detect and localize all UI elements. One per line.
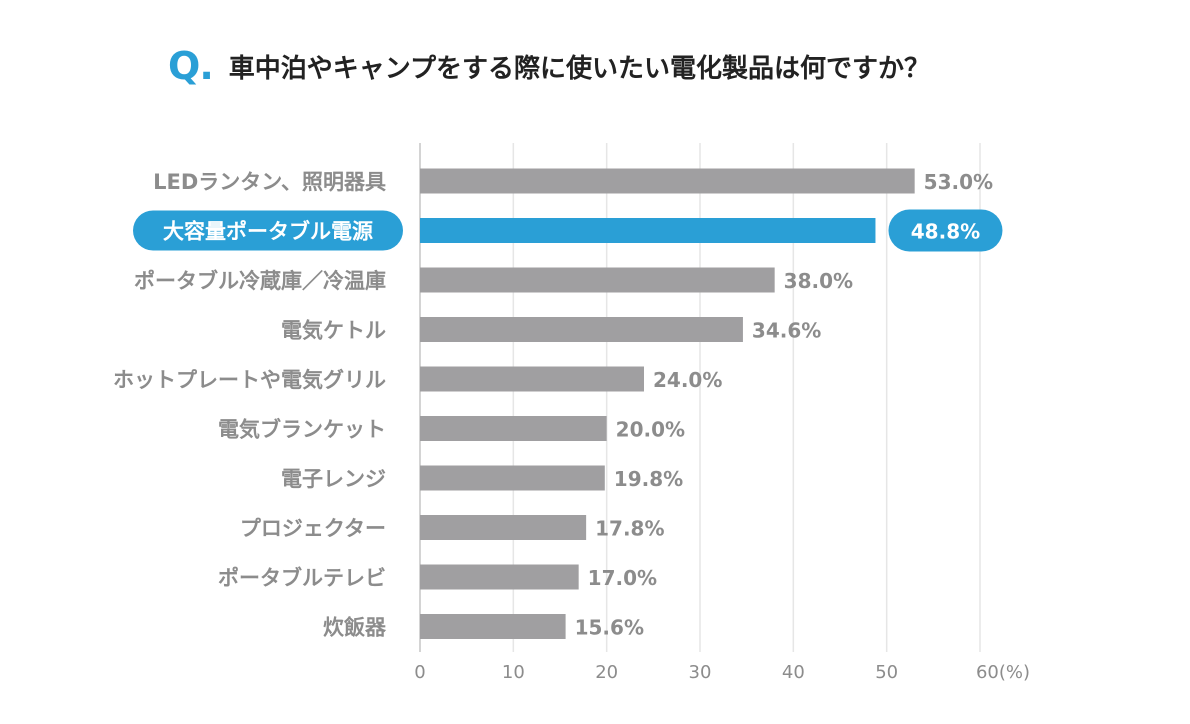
value-label: 15.6% (575, 616, 644, 640)
x-tick-label: 50 (875, 662, 898, 683)
bar (420, 317, 743, 342)
category-label: LEDランタン、照明器具 (153, 170, 386, 194)
category-label: 大容量ポータブル電源 (163, 220, 373, 244)
question-title: 車中泊やキャンプをする際に使いたい電化製品は何ですか？ (228, 53, 930, 84)
bar (420, 416, 607, 441)
value-label: 17.0% (588, 566, 657, 590)
bar (420, 366, 644, 392)
category-label: ポータブルテレビ (218, 566, 386, 590)
x-tick-label: 0 (414, 662, 425, 683)
category-label: ポータブル冷蔵庫／冷温庫 (134, 269, 386, 293)
bar (420, 564, 579, 590)
x-tick-label: 40 (782, 662, 805, 683)
category-label: ホットプレートや電気グリル (113, 368, 386, 392)
bar (420, 465, 605, 491)
highlight-value-pill (888, 209, 1003, 252)
bar (420, 267, 775, 293)
bar (420, 168, 915, 194)
x-tick-label: 20 (595, 662, 618, 683)
question-header: Q. 車中泊やキャンプをする際に使いたい電化製品は何ですか？ (168, 42, 930, 90)
x-tick-label: 10 (502, 662, 525, 683)
value-label: 53.0% (924, 170, 993, 194)
question-mark-badge: Q. (168, 44, 214, 88)
value-label: 34.6% (752, 319, 821, 343)
value-label: 20.0% (616, 418, 685, 442)
value-label: 19.8% (614, 467, 683, 491)
value-label: 17.8% (595, 517, 664, 541)
bar (420, 218, 876, 243)
category-label: 電気ブランケット (218, 418, 386, 442)
x-tick-label: 60(%) (976, 662, 1030, 683)
category-label: 電子レンジ (281, 467, 386, 491)
x-tick-label: 30 (689, 662, 712, 683)
bar (420, 515, 587, 540)
value-label: 24.0% (653, 368, 722, 392)
value-label: 48.8% (911, 220, 980, 244)
category-label: プロジェクター (240, 517, 386, 541)
highlight-label-pill (133, 210, 403, 251)
category-label: 電気ケトル (281, 319, 386, 343)
bar (420, 614, 566, 639)
category-label: 炊飯器 (323, 616, 387, 640)
value-label: 38.0% (784, 269, 853, 293)
